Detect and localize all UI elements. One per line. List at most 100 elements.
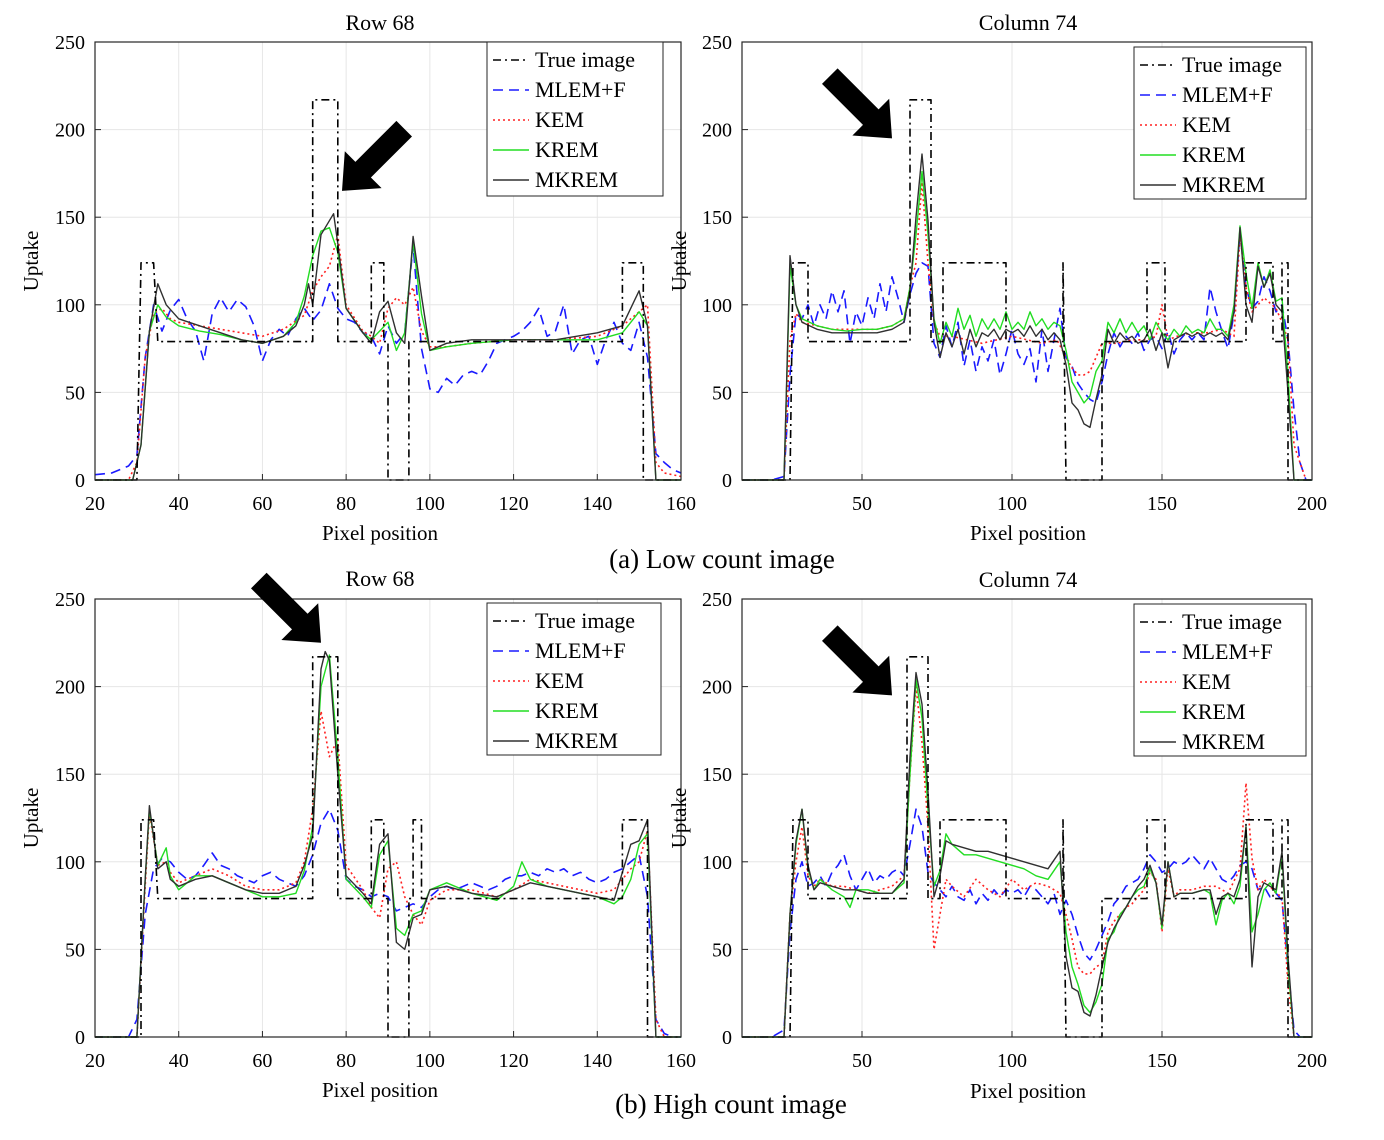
legend: True image MLEM+F KEM KREM MKREM xyxy=(486,41,664,197)
legend-label: KREM xyxy=(535,698,599,723)
annotation-arrow xyxy=(822,68,892,139)
y-tick-label: 200 xyxy=(702,120,732,142)
axes-box xyxy=(741,598,1313,1038)
series-line-mkrem xyxy=(742,153,1312,481)
x-tick-label: 60 xyxy=(252,1050,272,1072)
x-axis-label: Pixel position xyxy=(970,521,1087,545)
series-line-mlem-f xyxy=(742,808,1312,1038)
x-tick-label: 50 xyxy=(852,1050,872,1072)
legend-box xyxy=(486,41,664,197)
legend-box xyxy=(486,602,662,756)
x-tick-label: 160 xyxy=(666,1050,696,1072)
chart-panel-high-col: 50 100 150 200 0 50 100 150 200 250 Column 74 Pix… xyxy=(667,567,1327,1103)
chart-panel-low-col: 50 100 150 200 0 50 100 150 200 250 Column 74 Pix… xyxy=(667,10,1327,545)
y-tick-label: 250 xyxy=(702,589,732,611)
legend-label: MKREM xyxy=(535,728,618,753)
legend-label: MKREM xyxy=(535,167,618,192)
y-tick-label: 150 xyxy=(702,207,732,229)
legend-label: MLEM+F xyxy=(535,638,626,663)
x-tick-label: 160 xyxy=(666,493,696,515)
chart-title: Column 74 xyxy=(979,567,1077,592)
x-tick-label: 150 xyxy=(1147,493,1177,515)
axes-box xyxy=(94,41,682,481)
y-tick-label: 100 xyxy=(55,852,85,874)
legend-label: True image xyxy=(1182,52,1282,77)
y-tick-label: 100 xyxy=(702,295,732,317)
legend-label: MLEM+F xyxy=(535,77,626,102)
annotation-arrow xyxy=(342,120,412,191)
x-tick-label: 100 xyxy=(997,493,1027,515)
y-tick-label: 200 xyxy=(55,120,85,142)
x-axis-label: Pixel position xyxy=(322,1078,439,1102)
y-tick-label: 50 xyxy=(712,939,732,961)
x-tick-label: 120 xyxy=(499,1050,529,1072)
legend-label: KEM xyxy=(535,107,584,132)
annotation-arrow xyxy=(822,625,892,696)
axes-box xyxy=(94,598,682,1038)
legend-label: KREM xyxy=(535,137,599,162)
legend-label: MKREM xyxy=(1182,729,1265,754)
x-tick-label: 140 xyxy=(582,493,612,515)
y-tick-label: 250 xyxy=(55,589,85,611)
chart-title: Row 68 xyxy=(345,566,414,591)
x-tick-label: 200 xyxy=(1297,493,1327,515)
x-tick-label: 150 xyxy=(1147,1050,1177,1072)
caption-low-count: (a) Low count image xyxy=(609,544,835,574)
series-line-mkrem xyxy=(742,671,1312,1038)
legend-label: True image xyxy=(535,608,635,633)
y-tick-label: 200 xyxy=(55,677,85,699)
x-tick-label: 100 xyxy=(997,1050,1027,1072)
y-axis-label: Uptake xyxy=(19,788,43,849)
y-tick-label: 50 xyxy=(65,939,85,961)
x-tick-label: 80 xyxy=(336,1050,356,1072)
legend-label: True image xyxy=(535,47,635,72)
x-tick-label: 40 xyxy=(169,493,189,515)
legend-label: True image xyxy=(1182,609,1282,634)
legend-box xyxy=(1133,46,1307,200)
legend: True image MLEM+F KEM KREM MKREM xyxy=(486,602,662,756)
series-line-mkrem xyxy=(95,213,681,481)
legend-label: MLEM+F xyxy=(1182,639,1273,664)
x-tick-label: 20 xyxy=(85,1050,105,1072)
chart-panel-low-row: 20 40 60 80 100 120 140 160 0 50 100 150 200 250 Row … xyxy=(19,10,696,545)
y-axis-label: Uptake xyxy=(667,788,691,849)
y-tick-label: 50 xyxy=(712,382,732,404)
axes-box xyxy=(741,41,1313,481)
y-tick-label: 0 xyxy=(722,470,732,492)
y-tick-label: 150 xyxy=(702,764,732,786)
series-line-true-image xyxy=(95,99,681,481)
y-tick-label: 150 xyxy=(55,764,85,786)
x-tick-label: 50 xyxy=(852,493,872,515)
x-tick-label: 120 xyxy=(499,493,529,515)
x-tick-label: 100 xyxy=(415,493,445,515)
legend-label: KEM xyxy=(1182,112,1231,137)
x-tick-label: 40 xyxy=(169,1050,189,1072)
chart-title: Column 74 xyxy=(979,10,1077,35)
series-line-mlem-f xyxy=(94,244,682,476)
legend-label: KEM xyxy=(535,668,584,693)
x-tick-label: 200 xyxy=(1297,1050,1327,1072)
legend-label: KEM xyxy=(1182,669,1231,694)
y-tick-label: 100 xyxy=(702,852,732,874)
legend: True image MLEM+F KEM KREM MKREM xyxy=(1133,603,1307,757)
y-tick-label: 0 xyxy=(75,470,85,492)
caption-high-count: (b) High count image xyxy=(615,1089,847,1119)
x-tick-label: 100 xyxy=(415,1050,445,1072)
x-axis-label: Pixel position xyxy=(970,1079,1087,1103)
series-line-krem xyxy=(742,678,1312,1038)
series-line-true-image xyxy=(95,656,681,1038)
legend-label: KREM xyxy=(1182,699,1246,724)
x-tick-label: 60 xyxy=(252,493,272,515)
x-axis-label: Pixel position xyxy=(322,521,439,545)
y-tick-label: 50 xyxy=(65,382,85,404)
series-line-krem xyxy=(742,170,1312,481)
legend-box xyxy=(1133,603,1307,757)
x-tick-label: 80 xyxy=(336,493,356,515)
y-tick-label: 100 xyxy=(55,295,85,317)
x-tick-label: 140 xyxy=(582,1050,612,1072)
legend-label: MLEM+F xyxy=(1182,82,1273,107)
y-tick-label: 0 xyxy=(75,1027,85,1049)
legend: True image MLEM+F KEM KREM MKREM xyxy=(1133,46,1307,200)
legend-label: KREM xyxy=(1182,142,1246,167)
